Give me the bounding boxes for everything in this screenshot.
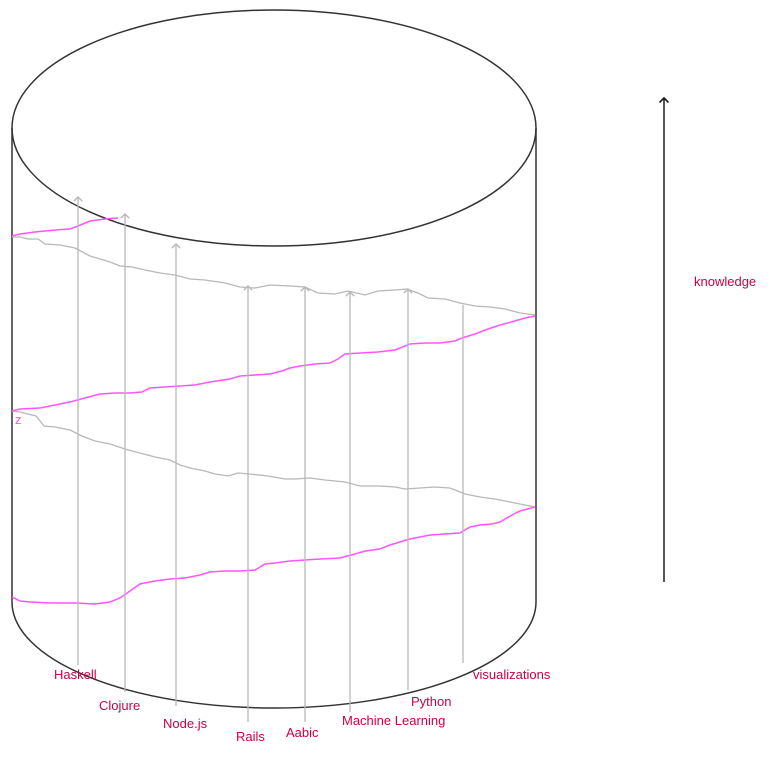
topic-label-haskell: Haskell: [54, 667, 97, 682]
topic-label-rails: Rails: [236, 729, 265, 744]
cylinder: [11, 9, 537, 709]
topic-labels: Haskell Clojure Node.js Rails Aabic Mach…: [54, 667, 551, 744]
topic-label-clojure: Clojure: [99, 698, 140, 713]
helix-back: [11, 236, 536, 508]
cylinder-outline: [11, 128, 537, 709]
topic-label-python: Python: [411, 694, 451, 709]
topic-label-aabic: Aabic: [286, 725, 319, 740]
helix-front-segment-3: [11, 506, 536, 605]
topic-label-visualizations: visualizations: [473, 667, 551, 682]
z-label: z: [15, 412, 22, 427]
helix-front: [11, 217, 536, 605]
knowledge-axis-label: knowledge: [694, 274, 756, 289]
helix-front-segment-2: [11, 315, 536, 412]
helix-front-segment-1: [11, 217, 119, 237]
cylinder-top: [11, 9, 537, 247]
topic-arrows: [73, 195, 464, 722]
helix-back-segment-2: [11, 410, 536, 508]
topic-label-nodejs: Node.js: [163, 716, 208, 731]
topic-label-machine-learning: Machine Learning: [342, 713, 445, 728]
helix-back-segment-1: [12, 236, 536, 316]
